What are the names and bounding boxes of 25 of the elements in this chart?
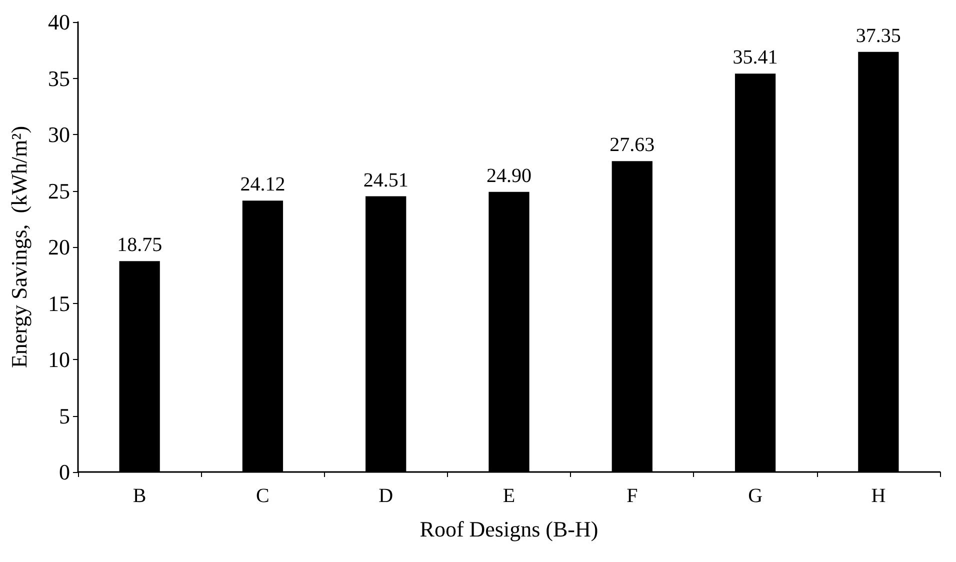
data-label: 35.41 xyxy=(732,46,778,69)
y-axis-title: Energy Savings, (kWh/m²) xyxy=(6,126,32,368)
x-tick-label: H xyxy=(871,485,886,507)
x-tick-label: B xyxy=(132,485,146,507)
y-tick-label: 10 xyxy=(48,347,70,372)
y-tick-label: 20 xyxy=(48,234,70,260)
x-tick-label: F xyxy=(626,485,638,507)
x-tick-label: E xyxy=(502,485,516,507)
x-tick-label: G xyxy=(748,485,763,507)
x-tick-label: D xyxy=(378,485,394,507)
data-label: 24.90 xyxy=(486,164,532,187)
x-tick-label: C xyxy=(256,485,270,507)
data-label: 27.63 xyxy=(610,134,655,156)
data-label: 18.75 xyxy=(117,234,162,256)
data-label: 37.35 xyxy=(856,24,901,47)
y-tick-label: 0 xyxy=(59,460,70,484)
y-tick-label: 40 xyxy=(48,10,70,34)
y-tick-label: 15 xyxy=(48,290,70,316)
y-tick-label: 25 xyxy=(48,178,70,204)
y-tick-label: 30 xyxy=(48,122,70,147)
data-label: 24.51 xyxy=(363,169,408,192)
y-tick-label: 5 xyxy=(59,403,70,428)
y-tick-label: 35 xyxy=(48,66,70,91)
x-axis-title: Roof Designs (B-H) xyxy=(420,516,598,542)
data-label: 24.12 xyxy=(240,174,286,196)
